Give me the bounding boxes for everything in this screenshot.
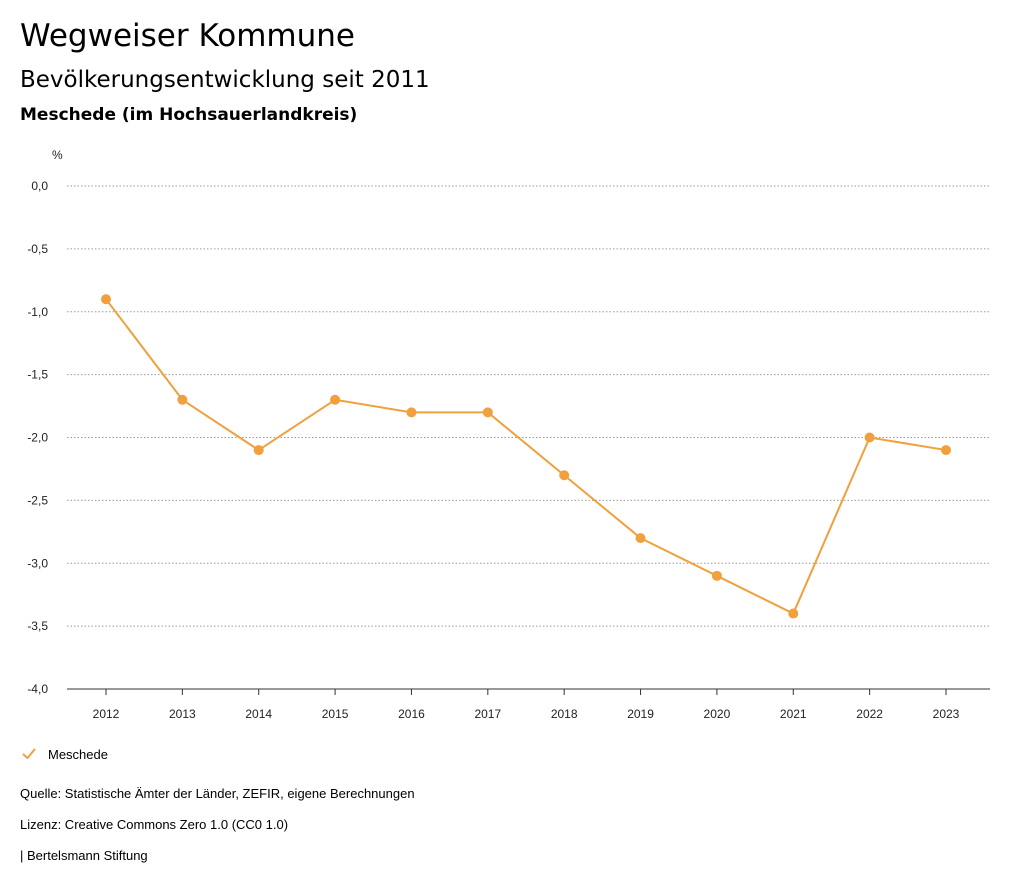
legend[interactable]: Meschede: [22, 744, 108, 764]
x-tick-label: 2013: [169, 707, 196, 721]
x-tick-label: 2016: [398, 707, 425, 721]
y-axis-unit-label: %: [52, 148, 63, 162]
region-label: Meschede (im Hochsauerlandkreis): [20, 105, 358, 125]
gridlines: [67, 185, 990, 627]
series-meschede: [101, 294, 951, 619]
y-tick-label: -1,5: [27, 368, 48, 382]
y-tick-label: -1,0: [27, 305, 48, 319]
page-title: Wegweiser Kommune: [20, 18, 355, 54]
x-tick-label: 2017: [474, 707, 501, 721]
legend-label: Meschede: [48, 746, 108, 762]
series-line: [105, 298, 947, 615]
license-note: Lizenz: Creative Commons Zero 1.0 (CC0 1…: [20, 817, 289, 832]
data-point[interactable]: [406, 407, 417, 418]
y-axis-ticks: 0,0 -0,5 -1,0 -1,5 -2,0 -2,5 -3,0 -3,5 -4,0: [27, 179, 48, 696]
data-point[interactable]: [941, 445, 951, 456]
y-tick-label: -3,0: [27, 556, 48, 570]
x-tick-label: 2012: [93, 707, 120, 721]
chart-subtitle: Bevölkerungsentwicklung seit 2011: [20, 67, 430, 93]
x-tick-label: 2020: [704, 707, 731, 721]
y-tick-label: -2,0: [27, 431, 48, 445]
x-axis-ticks: 2012 2013 2014 2015 2016 2017 2018 2019 2020 2021…: [93, 689, 960, 721]
line-chart: % 0,0 -0,5 -1,0 -1,5 -2,0 -2,5 -3,0 -3,5 -4,0 20…: [27, 148, 990, 721]
data-point[interactable]: [711, 570, 722, 581]
data-point[interactable]: [101, 294, 111, 305]
y-tick-label: -0,5: [27, 242, 48, 256]
source-note: Quelle: Statistische Ämter der Länder, Z…: [20, 786, 415, 801]
x-tick-label: 2023: [933, 707, 960, 721]
x-tick-label: 2022: [856, 707, 883, 721]
data-point[interactable]: [253, 445, 264, 456]
x-tick-label: 2018: [551, 707, 578, 721]
data-point[interactable]: [788, 608, 799, 619]
y-tick-label: -3,5: [27, 619, 48, 633]
data-point[interactable]: [635, 533, 646, 544]
y-tick-label: -4,0: [27, 682, 48, 696]
brand-note: | Bertelsmann Stiftung: [20, 848, 148, 863]
y-tick-label: -2,5: [27, 493, 48, 507]
data-point[interactable]: [177, 394, 188, 405]
data-point[interactable]: [864, 432, 875, 443]
check-icon: [22, 748, 36, 759]
data-point[interactable]: [559, 470, 570, 481]
x-tick-label: 2019: [627, 707, 654, 721]
data-point[interactable]: [482, 407, 493, 418]
data-point[interactable]: [330, 394, 341, 405]
y-tick-label: 0,0: [31, 179, 48, 193]
x-tick-label: 2014: [245, 707, 272, 721]
x-tick-label: 2021: [780, 707, 807, 721]
x-tick-label: 2015: [322, 707, 349, 721]
